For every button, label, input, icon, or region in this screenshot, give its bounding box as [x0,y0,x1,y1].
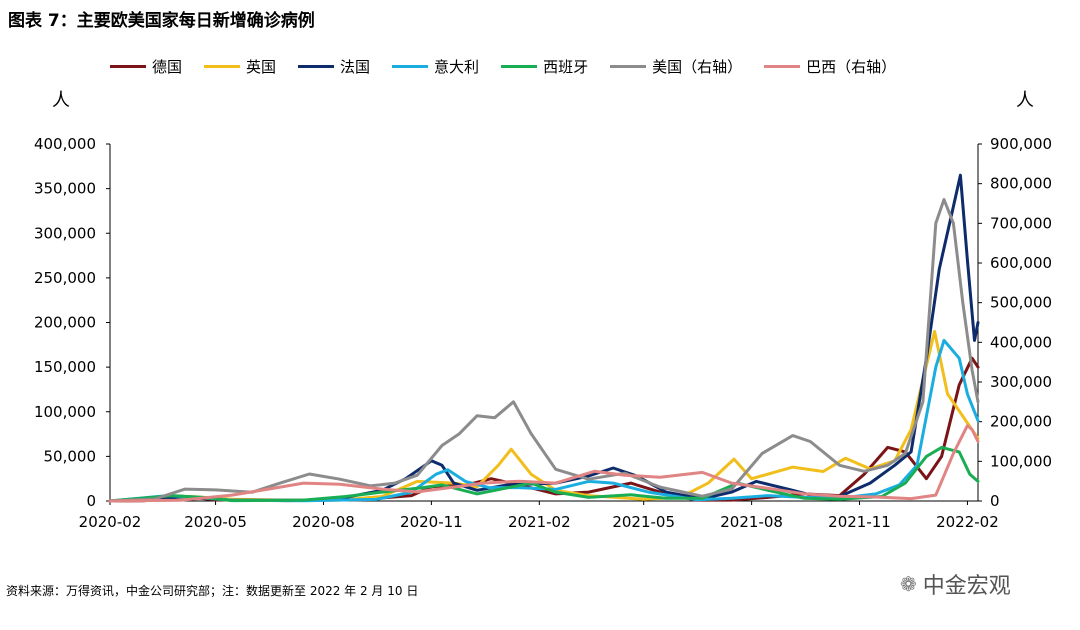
legend-item-1: 英国 [204,56,276,77]
x-tick-label: 2020-05 [184,513,247,531]
y-right-tick-label: 500,000 [990,294,1052,312]
source-note: 资料来源：万得资讯，中金公司研究部；注：数据更新至 2022 年 2 月 10 … [6,584,419,598]
y-left-tick-label: 0 [86,492,96,510]
legend-item-0: 德国 [110,56,182,77]
x-tick-label: 2020-08 [292,513,355,531]
chart-legend: 德国 英国 法国 意大利 西班牙 美国（右轴） 巴西（右轴） [110,56,918,77]
y-right-tick-label: 700,000 [990,214,1052,232]
y-left-tick-label: 350,000 [34,180,96,198]
y-right-tick-label: 400,000 [990,333,1052,351]
y-left-tick-label: 400,000 [34,135,96,153]
series-line-6 [108,424,980,503]
wechat-icon: ❁ [900,572,917,596]
legend-label: 美国（右轴） [652,58,743,76]
y-right-tick-label: 800,000 [990,175,1052,193]
y-right-tick-label: 200,000 [990,413,1052,431]
y-left-tick-label: 300,000 [34,224,96,242]
y-right-tick-label: 0 [990,492,1000,510]
x-tick-label: 2021-05 [612,513,675,531]
series-line-1 [108,329,980,503]
legend-swatch [204,65,241,68]
legend-item-3: 意大利 [392,56,479,77]
legend-item-2: 法国 [298,56,370,77]
legend-item-6: 巴西（右轴） [764,56,896,77]
legend-item-4: 西班牙 [501,56,588,77]
legend-swatch [610,65,647,68]
legend-label: 德国 [152,58,183,76]
y-right-tick-label: 100,000 [990,452,1052,470]
y-left-tick-label: 100,000 [34,403,96,421]
legend-label: 意大利 [434,58,480,76]
x-tick-label: 2021-08 [720,513,783,531]
legend-swatch [764,65,801,68]
x-tick-label: 2021-11 [828,513,891,531]
x-tick-label: 2022-02 [936,513,999,531]
legend-label: 西班牙 [543,58,589,76]
watermark-text: 中金宏观 [922,574,1011,599]
right-axis-unit: 人 [1016,90,1034,111]
legend-swatch [501,65,538,68]
legend-swatch [392,65,429,68]
legend-swatch [110,65,146,68]
legend-label: 巴西（右轴） [806,58,897,76]
y-left-tick-label: 200,000 [34,314,96,332]
y-left-tick-label: 250,000 [34,269,96,287]
y-left-tick-label: 50,000 [44,447,97,465]
x-tick-label: 2021-02 [508,513,571,531]
legend-label: 英国 [246,58,277,76]
y-right-tick-label: 300,000 [990,373,1052,391]
left-axis-unit: 人 [52,90,70,111]
series-line-5 [108,198,980,503]
legend-swatch [298,65,335,68]
series-line-0 [108,356,980,503]
legend-item-5: 美国（右轴） [610,56,742,77]
y-left-tick-label: 150,000 [34,358,96,376]
legend-label: 法国 [340,58,371,76]
watermark: ❁ 中金宏观 [900,568,1011,600]
x-tick-label: 2020-02 [79,513,142,531]
series-line-4 [108,445,980,503]
y-right-tick-label: 900,000 [990,135,1052,153]
page-title: 图表 7：主要欧美国家每日新增确诊病例 [8,11,315,31]
y-right-tick-label: 600,000 [990,254,1052,272]
x-tick-label: 2020-11 [400,513,463,531]
series-line-3 [108,338,980,503]
